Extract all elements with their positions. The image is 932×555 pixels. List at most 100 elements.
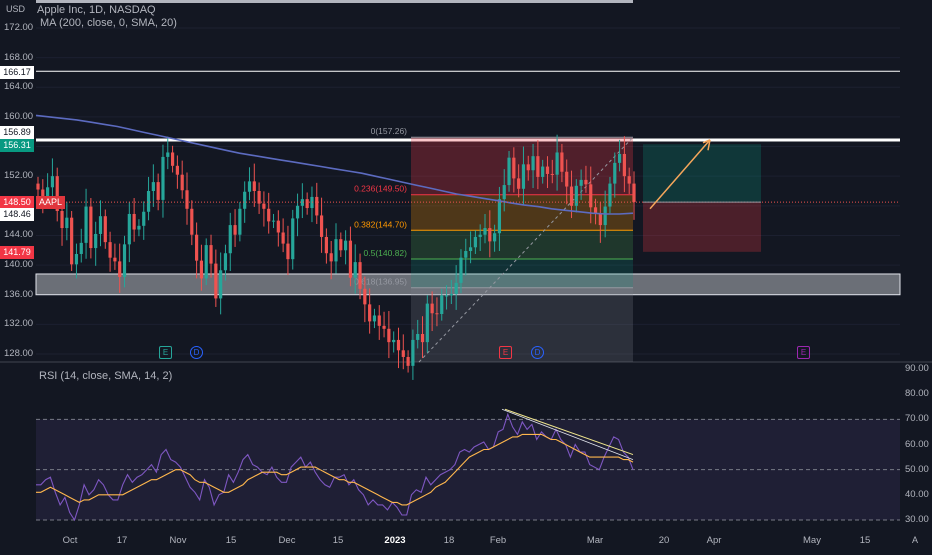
candle-body	[502, 185, 506, 200]
candle-body	[65, 217, 69, 229]
candle-body	[209, 245, 213, 264]
candle-body	[262, 203, 266, 209]
candle-body	[584, 179, 588, 185]
candle-body	[406, 356, 410, 366]
candle-body	[627, 176, 631, 184]
candle-body	[79, 242, 83, 254]
candle-body	[315, 196, 319, 216]
candle-body	[70, 217, 74, 265]
fib-zone	[411, 230, 633, 260]
rsi-trendline	[504, 408, 634, 456]
time-axis-label: 15	[859, 535, 871, 546]
time-axis-label: Feb	[489, 535, 507, 546]
candle-body	[473, 236, 477, 248]
indicator-legend[interactable]: MA (200, close, 0, SMA, 20)	[40, 17, 177, 29]
candle-body	[137, 225, 141, 230]
rsi-signal-line	[36, 433, 634, 506]
top-frame-line	[36, 0, 633, 3]
price-axis-label: 136.00	[4, 288, 34, 300]
candle-body	[41, 189, 45, 200]
candle-body	[521, 164, 526, 189]
time-axis-label: May	[803, 535, 821, 546]
candle-body	[122, 244, 127, 277]
candle-body	[74, 253, 79, 265]
rsi-axis-label: 60.00	[905, 438, 929, 450]
candle-body	[555, 152, 559, 175]
fib-extension-zone	[411, 287, 633, 362]
candle-body	[146, 191, 151, 212]
candle-body	[286, 243, 290, 260]
event-marker-dividend: D	[531, 346, 544, 359]
candle-body	[401, 350, 405, 357]
time-axis-label: 17	[116, 535, 128, 546]
rsi-axis-label: 40.00	[905, 488, 929, 500]
candle-body	[372, 315, 377, 322]
price-axis-label: 140.00	[4, 259, 34, 271]
rsi-axis-label: 30.00	[905, 514, 929, 525]
candle-body	[517, 178, 521, 189]
time-axis-label: 20	[658, 535, 670, 546]
candle-body	[310, 196, 314, 209]
candle-body	[512, 157, 516, 179]
candle-body	[507, 157, 511, 186]
candle-body	[536, 156, 540, 177]
candle-body	[84, 206, 88, 243]
candle-body	[531, 156, 535, 171]
price-tag: 148.50	[0, 196, 34, 209]
candle-body	[617, 153, 622, 163]
candle-body	[300, 199, 304, 206]
auto-scale-button[interactable]: A	[912, 535, 919, 545]
candle-body	[430, 303, 434, 314]
candle-body	[348, 240, 353, 278]
candle-body	[55, 176, 59, 212]
candle-body	[622, 153, 626, 177]
candle-body	[483, 228, 487, 235]
price-axis-label: 168.00	[4, 51, 34, 63]
candle-body	[339, 239, 343, 251]
candle-body	[166, 152, 170, 157]
price-tag: 156.89	[0, 126, 34, 139]
time-axis-label: Nov	[169, 535, 187, 546]
candle-body	[252, 181, 256, 191]
candle-body	[127, 213, 131, 245]
chart-title: Apple Inc, 1D, NASDAQ	[37, 4, 156, 16]
candle-body	[281, 232, 285, 244]
support-zone	[35, 273, 901, 296]
event-marker-earnings: E	[797, 346, 810, 359]
event-marker-earnings: E	[159, 346, 172, 359]
projection-arrow	[649, 139, 711, 210]
candle-body	[579, 179, 583, 186]
candle-body	[368, 304, 372, 322]
candle-body	[243, 191, 247, 209]
price-axis-label: 132.00	[4, 318, 34, 330]
ma200-line	[35, 114, 634, 215]
candle-body	[387, 328, 391, 343]
candle-body	[363, 288, 367, 305]
candle-body	[478, 234, 482, 237]
candle-body	[219, 270, 223, 299]
candle-body	[541, 166, 545, 177]
candle-body	[295, 205, 300, 219]
candle-body	[435, 313, 439, 315]
event-marker-dividend: D	[190, 346, 203, 359]
fib-trendline	[418, 136, 634, 363]
candle-body	[233, 225, 237, 235]
position-loss-zone	[643, 202, 761, 252]
fib-level-label: 0.236(149.50)	[354, 184, 407, 194]
candle-body	[276, 220, 280, 233]
candle-body	[444, 295, 449, 297]
candle-body	[170, 152, 175, 166]
candle-body	[291, 218, 295, 260]
fib-level-label: 0.618(136.95)	[354, 277, 407, 287]
candle-body	[377, 315, 381, 326]
candle-body	[132, 213, 136, 230]
rsi-legend[interactable]: RSI (14, close, SMA, 14, 2)	[39, 370, 173, 382]
candle-body	[593, 207, 598, 214]
time-axis-label: 15	[332, 535, 344, 546]
candle-body	[632, 183, 636, 203]
price-tag: 141.79	[0, 246, 34, 259]
candle-body	[185, 190, 189, 209]
candle-body	[36, 183, 40, 190]
